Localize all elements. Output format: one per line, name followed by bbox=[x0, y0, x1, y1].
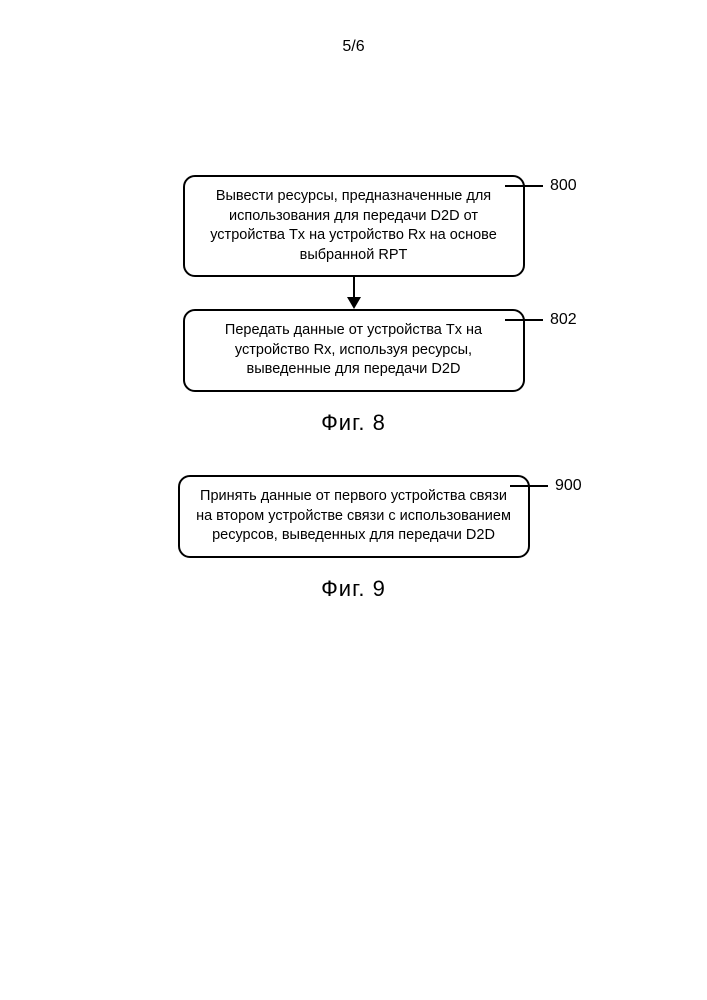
flow-box-800: Вывести ресурсы, предназначенные для исп… bbox=[183, 175, 525, 277]
leader-800 bbox=[505, 185, 543, 187]
flow-box-800-text: Вывести ресурсы, предназначенные для исп… bbox=[210, 188, 497, 263]
figure-9: Принять данные от первого устройства свя… bbox=[0, 475, 707, 602]
ref-label-800: 800 bbox=[550, 177, 577, 195]
flow-box-900-text: Принять данные от первого устройства свя… bbox=[196, 488, 511, 543]
figure-8: Вывести ресурсы, предназначенные для исп… bbox=[0, 175, 707, 436]
leader-900 bbox=[510, 485, 548, 487]
figure-9-caption: Фиг. 9 bbox=[0, 576, 707, 602]
ref-label-900: 900 bbox=[555, 477, 582, 495]
arrow-800-802 bbox=[0, 277, 707, 309]
flow-box-802: Передать данные от устройства Tx на устр… bbox=[183, 309, 525, 392]
leader-802 bbox=[505, 319, 543, 321]
page-number: 5/6 bbox=[0, 38, 707, 56]
flow-box-900: Принять данные от первого устройства свя… bbox=[178, 475, 530, 558]
figure-8-caption: Фиг. 8 bbox=[0, 410, 707, 436]
ref-label-802: 802 bbox=[550, 311, 577, 329]
flow-box-802-text: Передать данные от устройства Tx на устр… bbox=[225, 322, 482, 377]
